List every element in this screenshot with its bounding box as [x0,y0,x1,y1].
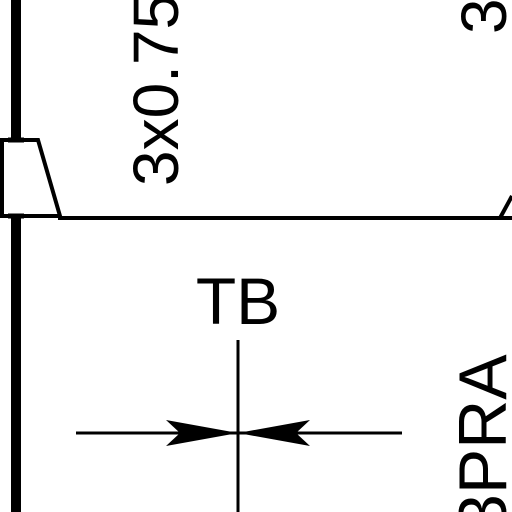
connector-symbol [0,138,63,218]
arrow-left-icon [166,420,238,446]
vertical-label-right: 3PRA [445,354,512,512]
arrow-right-icon [238,420,310,446]
right-slant-edge [498,195,512,219]
cable-spec-label-right: 3 [448,0,512,34]
vertical-wire-lower [11,216,21,512]
terminal-label: TB [196,264,280,338]
vertical-wire-upper [11,0,21,140]
cable-spec-label: 3x0.75 [120,0,192,186]
